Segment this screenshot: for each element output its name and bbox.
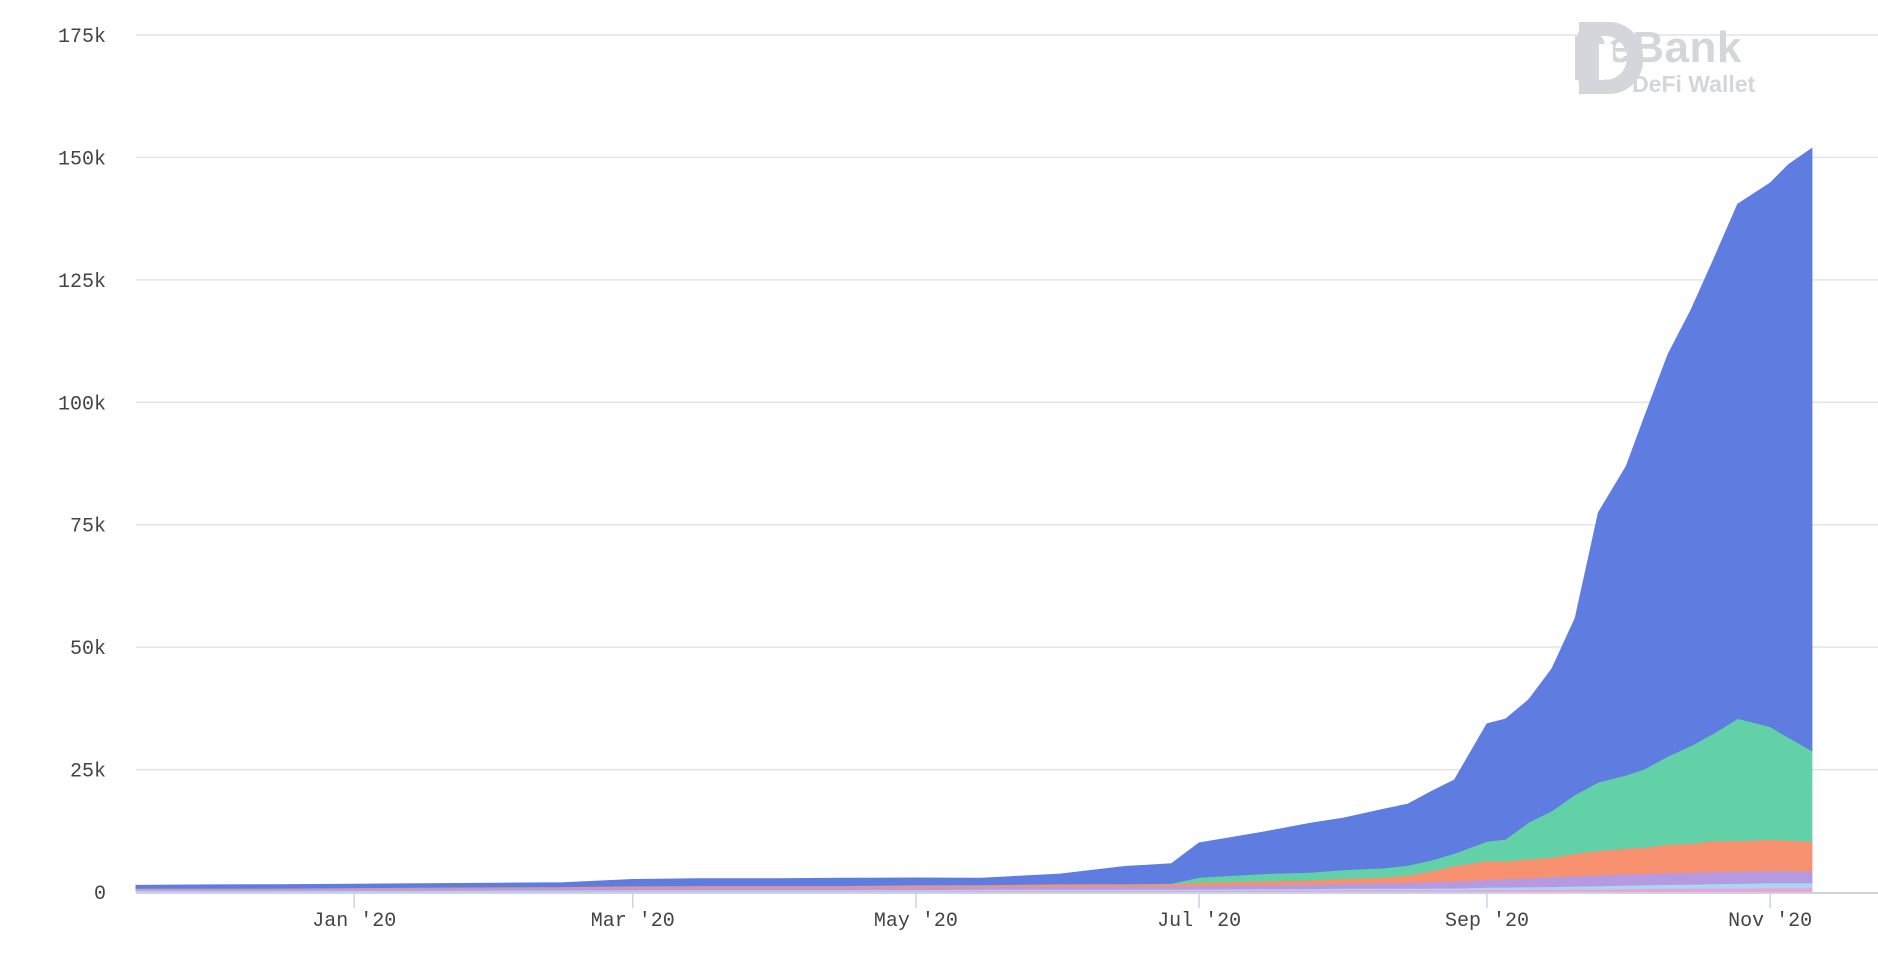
x-tick-label: Sep '20: [1445, 910, 1529, 933]
series-area: [135, 147, 1813, 889]
x-tick-label: Jan '20: [312, 910, 396, 933]
x-tick-label: Mar '20: [591, 910, 675, 933]
y-tick-label: 125k: [58, 271, 106, 294]
y-tick-label: 25k: [70, 761, 106, 784]
debank-logo-icon: [1575, 22, 1643, 94]
y-tick-label: 175k: [58, 26, 106, 49]
y-tick-label: 150k: [58, 148, 106, 171]
x-tick-label: May '20: [874, 910, 958, 933]
y-tick-label: 0: [94, 883, 106, 906]
x-axis: Jan '20 Mar '20 May '20 Jul '20 Sep '20 Nov '…: [136, 892, 1878, 933]
y-axis: 0 25k 50k 75k 100k 125k 150k 175k: [58, 26, 106, 906]
series-layer: [135, 147, 1813, 893]
y-tick-label: 75k: [70, 516, 106, 539]
y-tick-label: 50k: [70, 638, 106, 661]
x-tick-label: Nov '20: [1728, 910, 1812, 933]
grid-layer: [136, 34, 1878, 771]
y-tick-label: 100k: [58, 393, 106, 416]
debank-watermark: DeBank Your DeFi Wallet: [1575, 22, 1855, 102]
x-tick-label: Jul '20: [1157, 910, 1241, 933]
